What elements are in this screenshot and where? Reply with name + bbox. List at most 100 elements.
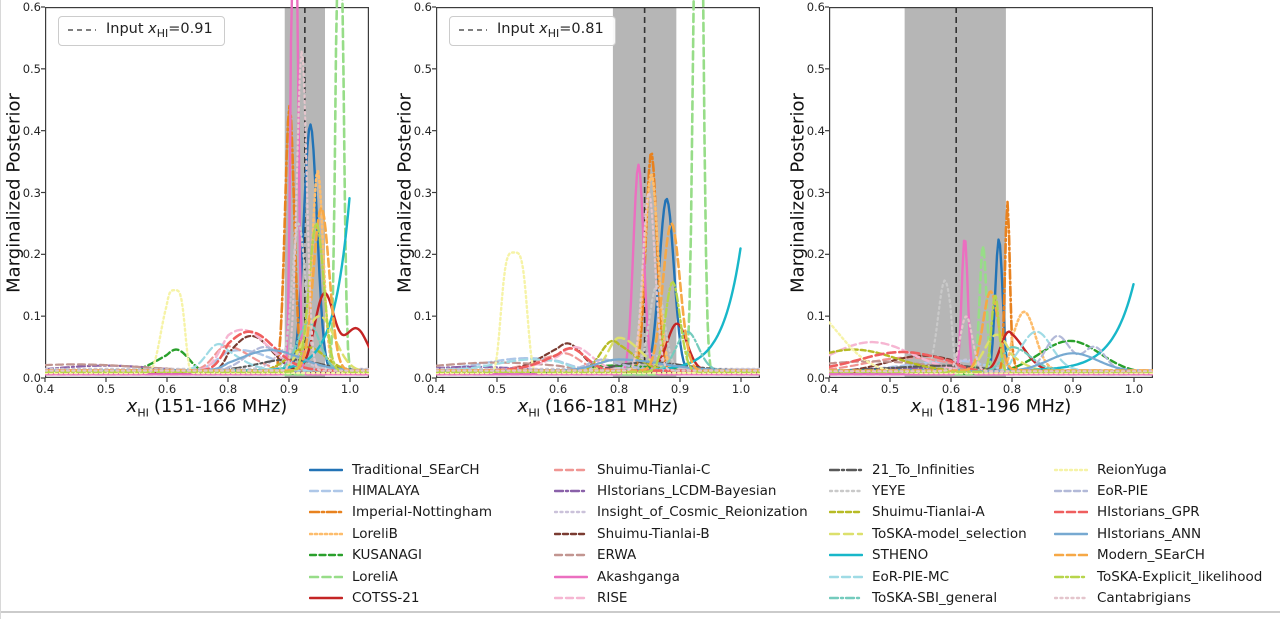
legend-line-sample <box>1054 553 1088 557</box>
legend-item-Akashganga: Akashganga <box>554 566 808 587</box>
x-tick-label: 0.5 <box>487 382 507 396</box>
legend-line-sample <box>309 532 343 536</box>
legend-item-RISE: RISE <box>554 587 808 608</box>
legend-item-21_To_Infinities: 21_To_Infinities <box>829 459 1027 480</box>
x-axis-range-text: (181-196 MHz) <box>937 396 1072 417</box>
y-tick-label: 0.4 <box>806 123 825 138</box>
curve-LoreliB <box>436 173 760 372</box>
curve-ToSKA-Explicit_likelihood <box>45 222 369 373</box>
legend-line-sample <box>554 511 588 514</box>
legend-line-sample <box>309 575 343 578</box>
legend-item-Modern_SEarCH: Modern_SEarCH <box>1054 545 1262 566</box>
legend-label: Traditional_SEarCH <box>352 461 480 478</box>
legend-label: KUSANAGI <box>352 547 422 564</box>
input-line-sample <box>459 29 487 32</box>
legend-item-YEYE: YEYE <box>829 480 1027 501</box>
input-xhi-legend: Input xHI=0.91 <box>58 16 225 46</box>
credible-interval-band <box>904 7 1006 378</box>
legend-item-LoreliA: LoreliA <box>309 566 492 587</box>
legend-item-KUSANAGI: KUSANAGI <box>309 545 492 566</box>
x-subscript: HI <box>528 406 540 420</box>
input-value: =0.81 <box>559 21 604 37</box>
legend-item-Shuimu-Tianlai-B: Shuimu-Tianlai-B <box>554 523 808 544</box>
legend-label: EoR-PIE-MC <box>872 568 950 585</box>
x-tick-label: 0.9 <box>1063 382 1083 396</box>
x-tick-label: 0.5 <box>96 382 116 396</box>
legend-label: Shuimu-Tianlai-B <box>597 525 710 542</box>
legend-line-sample <box>309 511 343 514</box>
y-tick-label: 0.6 <box>22 0 41 14</box>
legend-label: ToSKA-SBI_general <box>872 590 998 607</box>
legend-label: ERWA <box>597 547 637 564</box>
legend-line-sample <box>829 468 863 471</box>
curve-ToSKA-Explicit_likelihood <box>436 281 760 373</box>
y-tick-label: 0.1 <box>413 309 432 324</box>
legend-label: Shuimu-Tianlai-A <box>872 504 985 521</box>
legend-line-sample <box>829 575 863 578</box>
panel-plot-3 <box>829 6 1153 378</box>
y-tick-label: 0.0 <box>413 371 432 385</box>
input-line-sample <box>68 29 96 32</box>
curve-Modern_SEarCH <box>436 222 760 372</box>
y-tick-label: 0.3 <box>806 185 825 200</box>
x-symbol: x <box>148 21 157 37</box>
legend-line-sample <box>309 489 343 493</box>
legend-label: Shuimu-Tianlai-C <box>597 461 711 478</box>
y-axis-label: Marginalized Posterior <box>787 92 809 293</box>
x-symbol: x <box>517 396 529 417</box>
legend-label: Cantabrigians <box>1097 590 1191 607</box>
x-tick-label: 0.9 <box>279 382 299 396</box>
y-tick-label: 0.2 <box>413 247 432 262</box>
axes-spines <box>829 6 1153 378</box>
figure-legend: Traditional_SEarCH HIMALAYA Imperial-Notti… <box>1 459 1280 609</box>
y-tick-label: 0.4 <box>22 123 41 138</box>
y-tick-label: 0.1 <box>806 309 825 324</box>
legend-item-ReionYuga: ReionYuga <box>1054 459 1262 480</box>
legend-label: RISE <box>597 590 628 607</box>
input-value: =0.91 <box>168 21 213 37</box>
axes-spines <box>45 6 369 378</box>
legend-line-sample <box>1054 575 1088 578</box>
x-tick-label: 1.0 <box>340 382 360 396</box>
bottom-divider-line <box>1 611 1280 613</box>
curve-ReionYuga <box>45 289 369 375</box>
x-symbol: x <box>126 396 138 417</box>
legend-item-Cantabrigians: Cantabrigians <box>1054 587 1262 608</box>
legend-label: LoreliA <box>352 568 398 585</box>
y-tick-label: 0.5 <box>413 61 432 76</box>
legend-label: Modern_SEarCH <box>1097 547 1205 564</box>
y-tick-label: 0.2 <box>22 247 41 262</box>
curve-Akashganga <box>436 163 760 376</box>
x-tick-label: 0.4 <box>426 382 446 396</box>
legend-label: HIstorians_LCDM-Bayesian <box>597 483 777 500</box>
x-tick-label: 0.5 <box>880 382 900 396</box>
y-tick-label: 0.6 <box>413 0 432 14</box>
x-axis-range-text: (151-166 MHz) <box>153 396 288 417</box>
legend-item-HIstorians_ANN: HIstorians_ANN <box>1054 523 1262 544</box>
legend-line-sample <box>829 596 863 600</box>
legend-item-Shuimu-Tianlai-C: Shuimu-Tianlai-C <box>554 459 808 480</box>
legend-label: COTSS-21 <box>352 590 420 607</box>
x-tick-label: 0.8 <box>218 382 238 396</box>
x-tick-label: 0.8 <box>1002 382 1022 396</box>
legend-item-Shuimu-Tianlai-A: Shuimu-Tianlai-A <box>829 502 1027 523</box>
legend-label: ReionYuga <box>1097 461 1167 478</box>
legend-label: STHENO <box>872 547 929 564</box>
x-tick-label: 1.0 <box>1124 382 1144 396</box>
legend-line-sample <box>554 554 588 557</box>
curve-Akashganga <box>45 0 369 376</box>
legend-line-sample <box>829 532 863 536</box>
curve-Cantabrigians <box>829 315 1153 373</box>
legend-label: HIstorians_GPR <box>1097 504 1200 521</box>
x-subscript: HI <box>156 26 169 40</box>
legend-label: Imperial-Nottingham <box>352 504 493 521</box>
legend-label: HIMALAYA <box>352 483 420 500</box>
x-symbol: x <box>910 396 922 417</box>
legend-label: HIstorians_ANN <box>1097 525 1202 542</box>
y-tick-label: 0.6 <box>806 0 825 14</box>
x-symbol: x <box>539 21 548 37</box>
axes-spines <box>436 6 760 378</box>
curve-Cantabrigians <box>45 49 369 372</box>
